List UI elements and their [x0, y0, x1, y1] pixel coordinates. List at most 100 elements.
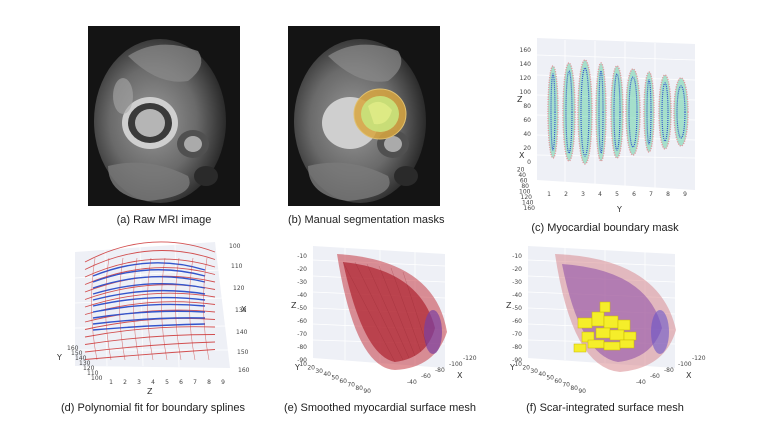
z-axis-label: Z [506, 301, 512, 310]
boundary-contour [105, 257, 112, 361]
scar-block [603, 315, 619, 329]
x-tick: 110 [231, 263, 243, 270]
scar-block [577, 317, 593, 329]
boundary-mask-plot: 160 140 120 100 80 60 40 20 0 Z X Y 1601… [517, 38, 696, 214]
x-axis-label: X [457, 371, 463, 380]
boundary-contour [203, 257, 210, 361]
z-tick: 80 [523, 103, 531, 110]
outer-spline [84, 349, 216, 360]
scar-block [599, 301, 611, 313]
inner-boundary-ring [598, 70, 604, 154]
y-tick: 40 [323, 371, 331, 378]
y-tick: 4 [598, 191, 602, 198]
z-tick: -70 [297, 331, 307, 338]
y-tick: 160 [67, 345, 79, 352]
outer-spline [84, 317, 216, 330]
outer-boundary-ring [562, 62, 576, 162]
y-tick: 90 [363, 388, 371, 395]
outer-boundary-ring [547, 65, 559, 159]
z-tick: -50 [512, 305, 522, 312]
x-axis-label: X [241, 305, 247, 314]
y-axis-label: Y [294, 363, 300, 372]
outer-spline [84, 334, 216, 345]
y-tick: 2 [564, 191, 568, 198]
scar-block [623, 331, 637, 341]
x-tick: 130 [235, 307, 247, 314]
segmentation-mask-image [288, 26, 440, 206]
y-axis-label: Y [56, 353, 62, 362]
inner-spline [92, 283, 206, 295]
y-axis-label: Y [616, 205, 622, 214]
scar-block [573, 343, 587, 353]
z-tick: -10 [297, 253, 307, 260]
boundary-contour [119, 257, 126, 361]
x-tick: -40 [636, 379, 646, 386]
x-axis-label: X [686, 371, 692, 380]
outer-spline [84, 250, 216, 270]
x-tick: 100 [229, 243, 241, 250]
z-tick: -60 [297, 318, 307, 325]
inner-boundary-ring [613, 73, 621, 151]
z-tick: -20 [512, 266, 522, 273]
z-tick: -40 [512, 292, 522, 299]
z-tick: -90 [512, 357, 522, 364]
inner-spline [92, 303, 206, 313]
y-tick: 5 [615, 191, 619, 198]
z-tick: -20 [297, 266, 307, 273]
x-tick: -100 [449, 361, 463, 368]
y-tick: 40 [538, 371, 546, 378]
x-tick: -100 [678, 361, 692, 368]
inner-spline [92, 276, 206, 289]
panel-d: 100 110 120 130 140 150 160 X Y Z 160 150… [55, 238, 250, 396]
scar-block [587, 339, 605, 349]
y-tick: 20 [522, 364, 530, 371]
y-tick: 20 [307, 364, 315, 371]
z-tick: 0 [527, 159, 531, 166]
y-tick: 150 [71, 350, 83, 357]
z-tick: -70 [512, 331, 522, 338]
outer-spline [84, 258, 216, 278]
z-tick: 8 [207, 379, 211, 386]
z-tick: -50 [297, 305, 307, 312]
y-tick: 80 [570, 385, 578, 392]
outer-boundary-ring [610, 65, 624, 159]
outer-boundary-ring [625, 68, 641, 156]
x-tick: -80 [435, 367, 445, 374]
polynomial-fit-plot: 100 110 120 130 140 150 160 X Y Z 160150… [56, 241, 250, 396]
z-tick: 120 [520, 75, 532, 82]
y-tick: 140 [75, 355, 87, 362]
outer-boundary-ring [658, 74, 672, 150]
y-tick: 9 [683, 191, 687, 198]
y-tick: 50 [331, 375, 339, 382]
x-tick: 120 [233, 285, 245, 292]
z-tick: 140 [520, 61, 532, 68]
boundary-contour [91, 257, 98, 361]
inner-spline [92, 296, 206, 307]
inner-boundary-ring [565, 70, 573, 154]
x-tick: 60 [520, 178, 528, 185]
inner-boundary-ring [661, 82, 669, 142]
boundary-contour [161, 257, 168, 361]
z-tick: 6 [179, 379, 183, 386]
scar-block [595, 327, 611, 339]
outer-spline [84, 241, 216, 263]
x-tick: -60 [650, 373, 660, 380]
z-tick: 4 [151, 379, 155, 386]
x-tick: 120 [521, 194, 533, 201]
x-tick: -120 [692, 355, 706, 362]
z-tick: -40 [297, 292, 307, 299]
z-tick: 7 [193, 379, 197, 386]
caption-a: (a) Raw MRI image [116, 214, 212, 226]
y-tick: 30 [530, 368, 538, 375]
z-tick: 160 [520, 47, 532, 54]
x-tick: 40 [518, 172, 526, 179]
inner-mesh-surface [343, 262, 435, 362]
x-tick: 140 [522, 200, 534, 207]
caption-b: (b) Manual segmentation masks [288, 214, 445, 226]
x-tick: 160 [524, 205, 536, 212]
z-tick: 20 [523, 145, 531, 152]
y-tick: 100 [91, 375, 103, 382]
panel-f: -10 -20 -30 -40 -50 -60 -70 -80 -90 Z X … [500, 240, 710, 398]
y-tick: 70 [562, 381, 570, 388]
y-tick: 120 [83, 365, 95, 372]
